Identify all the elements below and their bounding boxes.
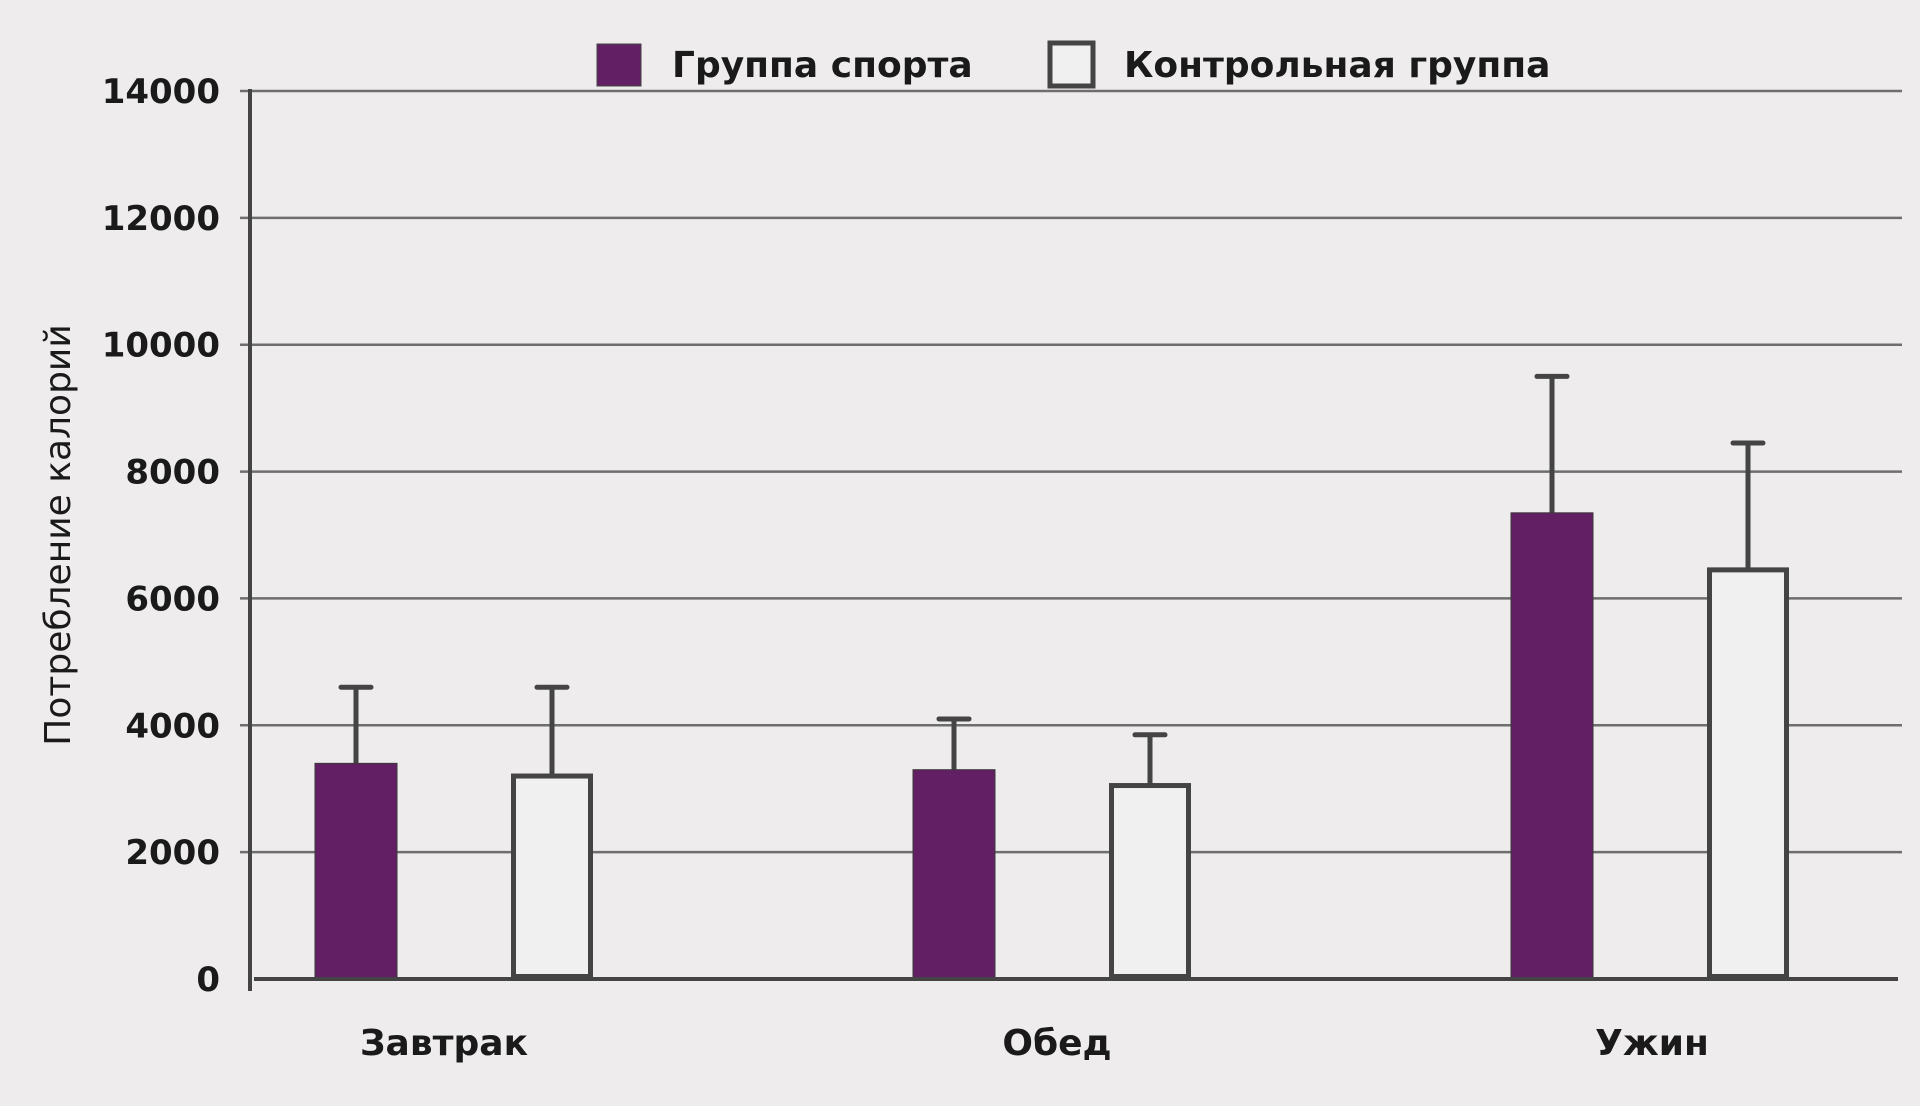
x-category-label: Обед bbox=[1002, 1023, 1111, 1064]
y-tick-label: 0 bbox=[196, 960, 220, 1000]
bar-control bbox=[1707, 567, 1789, 980]
legend-label-sport: Группа спорта bbox=[672, 45, 973, 86]
bar-sport bbox=[314, 762, 398, 980]
y-axis-ticks: 0 2000 4000 6000 8000 10000 12000 14000 bbox=[102, 72, 220, 1000]
y-axis-title: Потребление калорий bbox=[38, 324, 79, 745]
legend-label-control: Контрольная группа bbox=[1124, 45, 1550, 86]
bar-control bbox=[511, 773, 593, 979]
y-tick-label: 2000 bbox=[125, 833, 220, 873]
y-tick-label: 4000 bbox=[125, 706, 220, 746]
y-tick-label: 8000 bbox=[125, 453, 220, 493]
legend: Группа спорта Контрольная группа bbox=[580, 36, 1580, 89]
y-tick-label: 14000 bbox=[102, 72, 220, 112]
bar-sport bbox=[1510, 512, 1594, 980]
bar-sport bbox=[912, 769, 996, 980]
gridlines bbox=[240, 89, 1902, 854]
bar-control bbox=[1109, 783, 1191, 979]
x-category-label: Завтрак bbox=[360, 1023, 528, 1064]
bars bbox=[314, 373, 1789, 980]
y-tick-label: 6000 bbox=[125, 579, 220, 619]
y-tick-label: 10000 bbox=[102, 326, 220, 366]
x-axis-categories: Завтрак Обед Ужин bbox=[360, 1023, 1709, 1064]
axes bbox=[248, 89, 1898, 991]
x-category-label: Ужин bbox=[1595, 1023, 1709, 1064]
legend-swatch-sport bbox=[596, 43, 642, 87]
y-tick-label: 12000 bbox=[102, 199, 220, 239]
legend-swatch-control bbox=[1047, 40, 1096, 89]
